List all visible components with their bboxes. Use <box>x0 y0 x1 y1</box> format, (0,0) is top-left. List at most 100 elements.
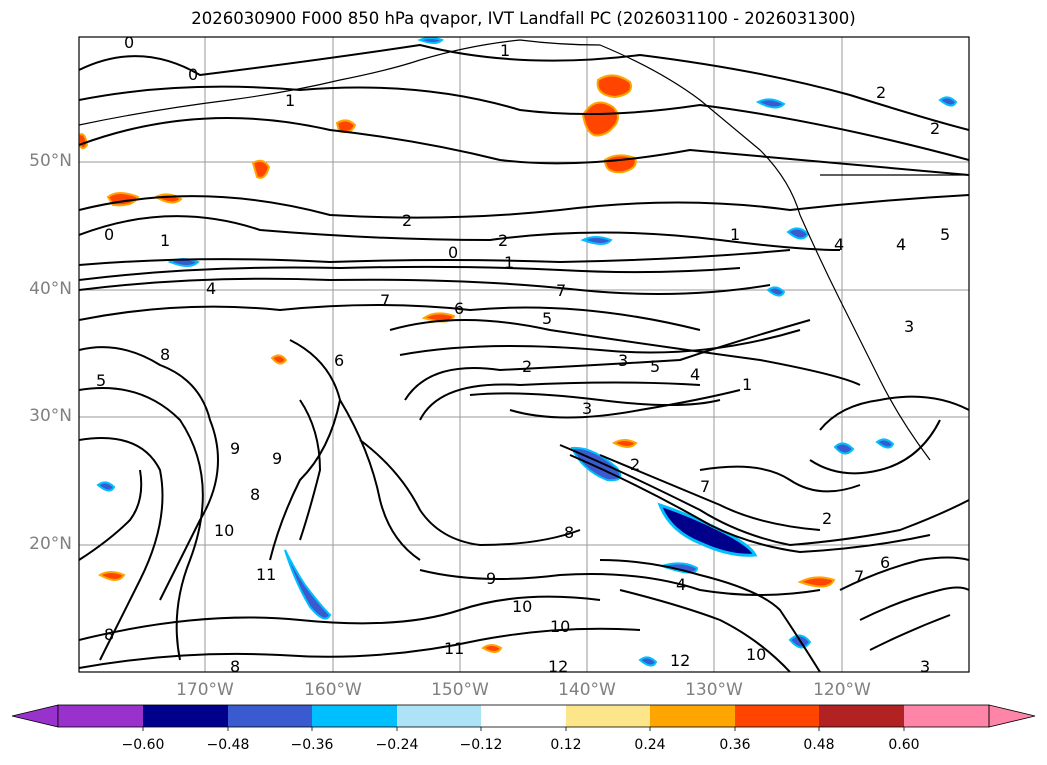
contour-label: 5 <box>940 225 950 244</box>
contour-label: 3 <box>904 317 914 336</box>
contour-label: 2 <box>876 83 886 102</box>
contour-line <box>79 346 219 601</box>
positive-anomaly-patch <box>481 644 503 653</box>
contour-line <box>859 586 969 621</box>
contour-label: 9 <box>230 439 240 458</box>
contour-line <box>79 469 143 561</box>
contour-line <box>79 387 204 661</box>
map-background <box>79 37 969 672</box>
colorbar-tick-label: 0.48 <box>803 737 835 753</box>
contour-label: 7 <box>854 567 864 586</box>
contour-line <box>809 419 941 475</box>
contour-label: 6 <box>454 299 464 318</box>
contour-label: 1 <box>742 375 752 394</box>
contour-label: 1 <box>160 231 170 250</box>
positive-anomaly-patch <box>596 74 632 99</box>
colorbar-segment <box>904 705 989 727</box>
contour-label: 2 <box>822 509 832 528</box>
contour-label: 7 <box>556 281 566 300</box>
contour-label: 9 <box>486 569 496 588</box>
lon-label-130w: 130°W <box>685 680 743 700</box>
lat-label-30n: 30°N <box>29 406 72 426</box>
contour-line <box>839 556 969 591</box>
contour-label: 2 <box>630 455 640 474</box>
colorbar-segment <box>650 705 735 727</box>
colorbar-extend-high <box>988 704 1036 728</box>
shaded-anomalies <box>79 37 958 667</box>
colorbar-segment <box>397 705 481 727</box>
contour-label: 10 <box>214 521 234 540</box>
lat-label-20n: 20°N <box>29 534 72 554</box>
contour-label: 8 <box>564 523 574 542</box>
contour-label: 0 <box>448 243 458 262</box>
contour-line <box>79 595 601 641</box>
contour-line <box>619 589 791 672</box>
positive-anomaly-patch <box>270 354 288 365</box>
contour-label: 3 <box>582 399 592 418</box>
contour-line <box>79 117 969 176</box>
negative-anomaly-patch <box>417 37 444 44</box>
contour-label: 4 <box>676 575 686 594</box>
contour-label: 5 <box>542 309 552 328</box>
negative-anomaly-patch <box>657 502 758 557</box>
contour-label: 4 <box>834 235 844 254</box>
contour-label: 11 <box>444 639 464 658</box>
contour-line <box>399 329 801 356</box>
contour-label: 11 <box>256 565 276 584</box>
contour-line <box>79 43 969 131</box>
colorbar-segment <box>566 705 650 727</box>
contour-line <box>404 319 811 401</box>
aleutian-coast <box>79 59 421 126</box>
contour-label: 6 <box>334 351 344 370</box>
colorbar-extend-low <box>11 704 59 728</box>
north-america-coast <box>419 39 931 461</box>
contour-line <box>599 559 821 672</box>
contour-line <box>509 389 741 419</box>
qvapor-contours <box>79 43 969 672</box>
contour-label: 10 <box>746 645 766 664</box>
contour-label-layer: 0 1 1 0 2 2 0 1 1 0 4 6 5 7 7 6 5 8 2 3 … <box>96 37 950 672</box>
colorbar-tick-label: −0.24 <box>375 737 419 753</box>
positive-anomaly-patch <box>797 576 836 588</box>
contour-line <box>79 437 164 661</box>
contour-label: 10 <box>512 597 532 616</box>
colorbar-segment <box>481 705 566 727</box>
positive-anomaly-patch <box>581 101 619 137</box>
colorbar-segment <box>312 705 397 727</box>
contour-line <box>269 339 342 561</box>
contour-label: 2 <box>930 119 940 138</box>
contour-line <box>339 399 421 561</box>
contour-label: 8 <box>160 345 170 364</box>
colorbar <box>11 704 1036 731</box>
contour-label: 0 <box>104 225 114 244</box>
contour-label: 9 <box>272 449 282 468</box>
lat-label-40n: 40°N <box>29 279 72 299</box>
contour-label: 2 <box>522 357 532 376</box>
contour-line <box>79 85 969 161</box>
contour-label: 3 <box>618 351 628 370</box>
contour-line <box>79 265 741 281</box>
colorbar-tick-label: −0.48 <box>206 737 250 753</box>
contour-line <box>469 392 721 406</box>
contour-label: 7 <box>700 477 710 496</box>
colorbar-tick-label: −0.12 <box>459 737 503 753</box>
lon-label-160w: 160°W <box>304 680 362 700</box>
contour-line <box>599 454 821 531</box>
colorbar-tick-label: 0.24 <box>634 737 666 753</box>
contour-label: 1 <box>504 253 514 272</box>
contour-label: 10 <box>550 617 570 636</box>
contour-line <box>559 444 969 547</box>
contour-label: 2 <box>498 231 508 250</box>
negative-anomaly-patch <box>96 481 116 492</box>
colorbar-tick-label: −0.36 <box>290 737 334 753</box>
colorbar-tick-label: 0.60 <box>888 737 920 753</box>
contour-line <box>79 194 969 219</box>
contour-label: 1 <box>285 91 295 110</box>
contour-line <box>569 454 931 554</box>
contour-line <box>79 627 641 669</box>
contour-line <box>359 439 581 547</box>
contour-label: 8 <box>250 485 260 504</box>
negative-anomaly-patch <box>580 236 613 245</box>
lon-label-150w: 150°W <box>431 680 489 700</box>
